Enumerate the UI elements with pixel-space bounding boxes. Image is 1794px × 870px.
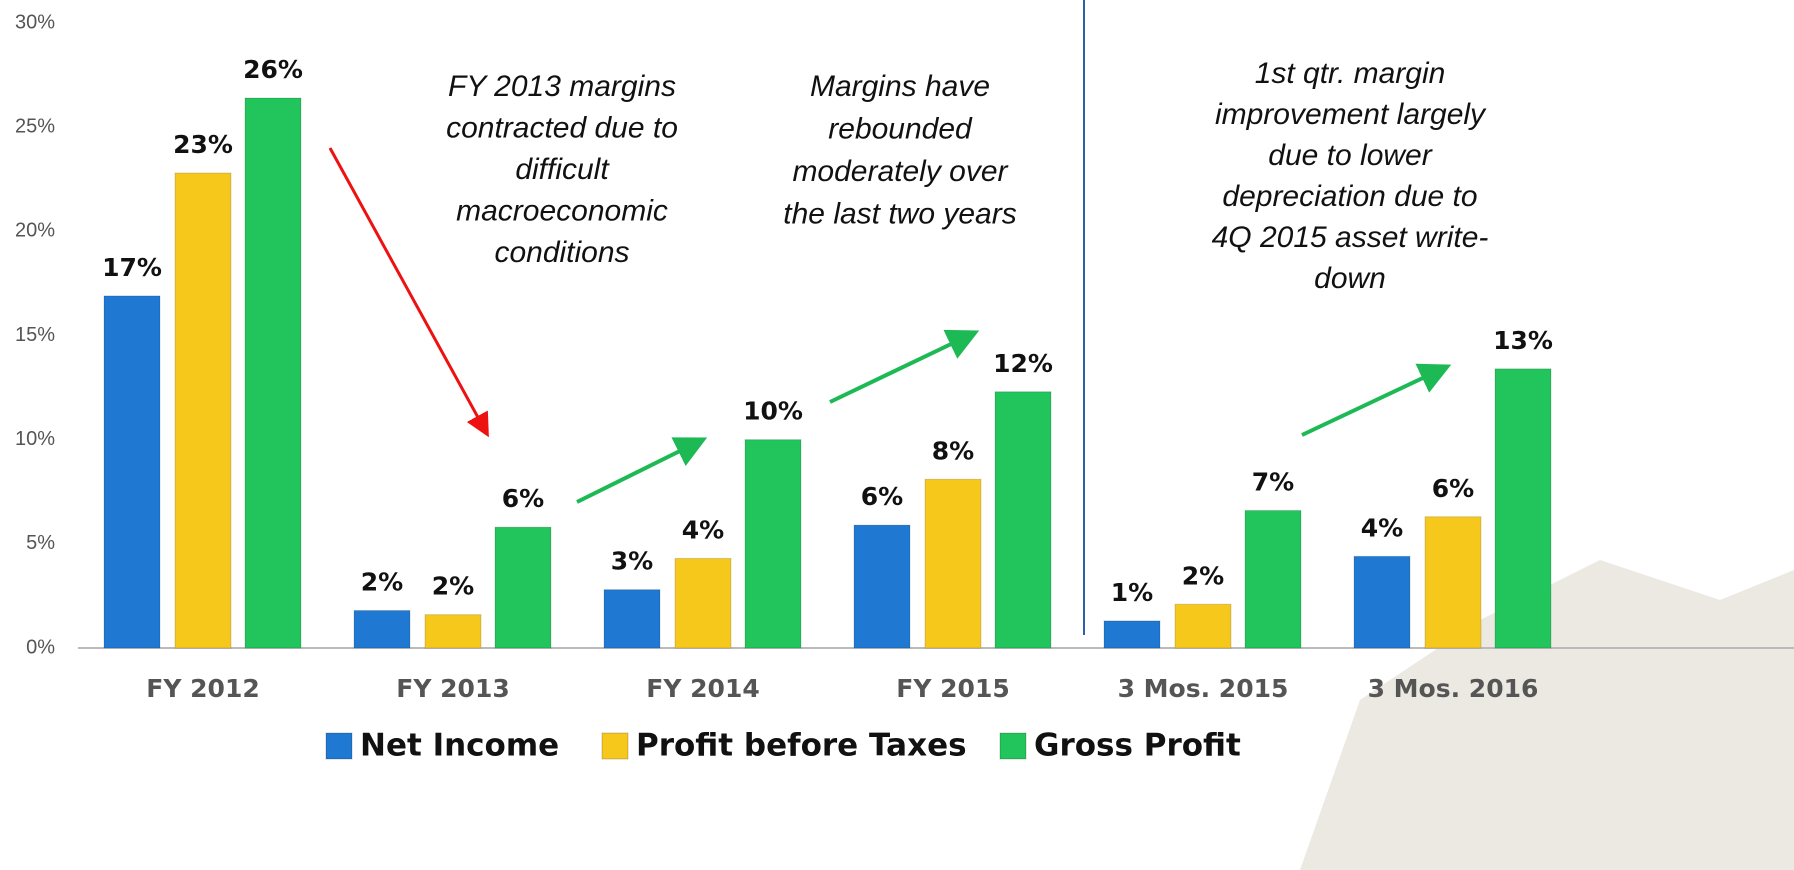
- annotation: moderately over: [792, 155, 1008, 188]
- x-tick-label: FY 2015: [896, 674, 1009, 703]
- bar: [925, 479, 981, 648]
- annotation: contracted due to: [446, 111, 678, 144]
- data-label: 2%: [432, 572, 474, 601]
- annotation: due to lower: [1268, 139, 1432, 172]
- x-tick-label: 3 Mos. 2015: [1118, 674, 1289, 703]
- bar: [495, 527, 551, 648]
- annotation: the last two years: [783, 197, 1016, 230]
- annotation: conditions: [494, 236, 629, 269]
- data-label: 6%: [861, 482, 903, 511]
- y-tick-label: 10%: [15, 428, 55, 450]
- bar: [604, 590, 660, 648]
- annotation: FY 2013 margins: [448, 70, 676, 103]
- bar: [425, 615, 481, 648]
- y-tick-label: 15%: [15, 324, 55, 346]
- legend-label: Profit before Taxes: [636, 728, 967, 764]
- data-label: 7%: [1252, 468, 1294, 497]
- bar: [104, 296, 160, 648]
- bar: [175, 173, 231, 648]
- data-label: 13%: [1493, 326, 1553, 355]
- x-tick-label: FY 2014: [646, 674, 759, 703]
- y-tick-label: 25%: [15, 115, 55, 137]
- bar: [854, 525, 910, 648]
- legend-swatch: [1000, 733, 1026, 759]
- y-tick-label: 20%: [15, 220, 55, 242]
- chart: 0% 5% 10% 15% 20% 25% 30% FY 2012 17% 23% 26% FY 20…: [0, 0, 1794, 870]
- data-label: 1%: [1111, 578, 1153, 607]
- bar: [1495, 369, 1551, 648]
- x-tick-label: FY 2012: [146, 674, 259, 703]
- annotation: improvement largely: [1215, 98, 1487, 131]
- bar: [745, 440, 801, 648]
- bar: [675, 558, 731, 648]
- bar: [354, 611, 410, 649]
- annotation: down: [1314, 262, 1386, 295]
- annotation: depreciation due to: [1222, 180, 1477, 213]
- data-label: 26%: [243, 55, 303, 84]
- annotation: Margins have: [810, 70, 990, 103]
- data-label: 2%: [1182, 561, 1224, 590]
- y-tick-label: 30%: [15, 11, 55, 33]
- data-label: 23%: [173, 130, 233, 159]
- legend-label: Net Income: [360, 728, 559, 764]
- data-label: 17%: [102, 253, 162, 282]
- bar: [1104, 621, 1160, 648]
- bar: [995, 392, 1051, 648]
- annotation: 4Q 2015 asset write-: [1212, 221, 1489, 254]
- annotation: difficult: [515, 153, 610, 186]
- data-label: 8%: [932, 436, 974, 465]
- legend-label: Gross Profit: [1034, 728, 1241, 764]
- annotation: 1st qtr. margin: [1255, 57, 1446, 90]
- y-tick-label: 5%: [26, 532, 55, 554]
- data-label: 4%: [682, 515, 724, 544]
- annotation: rebounded: [828, 112, 973, 145]
- arrow: [1302, 368, 1444, 435]
- annotation: macroeconomic: [456, 194, 668, 227]
- legend-swatch: [326, 733, 352, 759]
- arrow: [330, 148, 486, 432]
- data-label: 10%: [743, 397, 803, 426]
- data-label: 4%: [1361, 513, 1403, 542]
- x-tick-label: FY 2013: [396, 674, 509, 703]
- legend-swatch: [602, 733, 628, 759]
- data-label: 6%: [1432, 474, 1474, 503]
- bar: [1175, 604, 1231, 648]
- data-label: 6%: [502, 484, 544, 513]
- bar: [245, 98, 301, 648]
- data-label: 2%: [361, 568, 403, 597]
- arrow: [577, 441, 700, 502]
- bar: [1425, 517, 1481, 648]
- bar: [1245, 511, 1301, 649]
- arrow: [830, 334, 972, 402]
- data-label: 3%: [611, 547, 653, 576]
- y-tick-label: 0%: [26, 636, 55, 658]
- bar: [1354, 556, 1410, 648]
- x-tick-label: 3 Mos. 2016: [1368, 674, 1539, 703]
- data-label: 12%: [993, 349, 1053, 378]
